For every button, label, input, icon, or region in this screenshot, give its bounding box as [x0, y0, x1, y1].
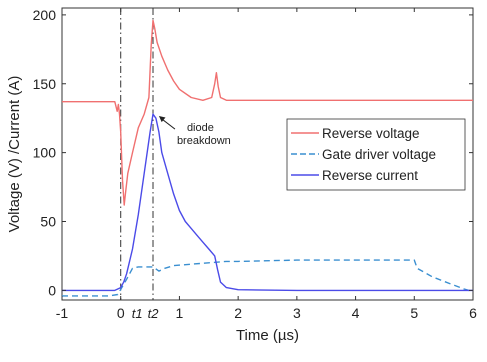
- y-axis-label: Voltage (V) /Current (A): [6, 76, 23, 233]
- x-tick-label: 5: [410, 305, 418, 321]
- legend-box: [286, 118, 466, 191]
- x-tick-label: 6: [469, 305, 477, 321]
- legend: Reverse voltage Gate driver voltage Revers…: [286, 118, 466, 191]
- series-line: [62, 259, 473, 297]
- y-tick-label: 200: [33, 7, 57, 23]
- series-line: [62, 113, 473, 292]
- vertical-markers: t1 t2: [120, 8, 160, 321]
- annotation: diode breakdown: [158, 116, 231, 147]
- x-tick-label: -1: [56, 305, 69, 321]
- legend-label: Reverse current: [322, 168, 418, 183]
- series-layer: [62, 19, 473, 297]
- x-tick-label: 2: [234, 305, 242, 321]
- x-tick-label: 0: [117, 305, 125, 321]
- annotation-text-line1: diode: [187, 122, 214, 134]
- legend-label: Gate driver voltage: [322, 147, 436, 162]
- y-tick-label: 0: [48, 282, 56, 298]
- annotation-text-line2: breakdown: [177, 135, 231, 147]
- x-tick-label: 3: [293, 305, 301, 321]
- annotation-arrow: [161, 118, 176, 130]
- y-tick-label: 100: [33, 145, 57, 161]
- x-tick-label: 1: [176, 305, 184, 321]
- annotation-arrowhead: [158, 116, 166, 123]
- series-line: [62, 19, 473, 206]
- x-tick-label: 4: [352, 305, 360, 321]
- legend-label: Reverse voltage: [322, 126, 420, 141]
- time-marker-label: t1: [132, 306, 143, 321]
- y-tick-label: 150: [33, 76, 57, 92]
- x-axis-label: Time (µs): [236, 327, 299, 344]
- y-tick-label: 50: [40, 213, 56, 229]
- time-marker-label: t2: [148, 306, 160, 321]
